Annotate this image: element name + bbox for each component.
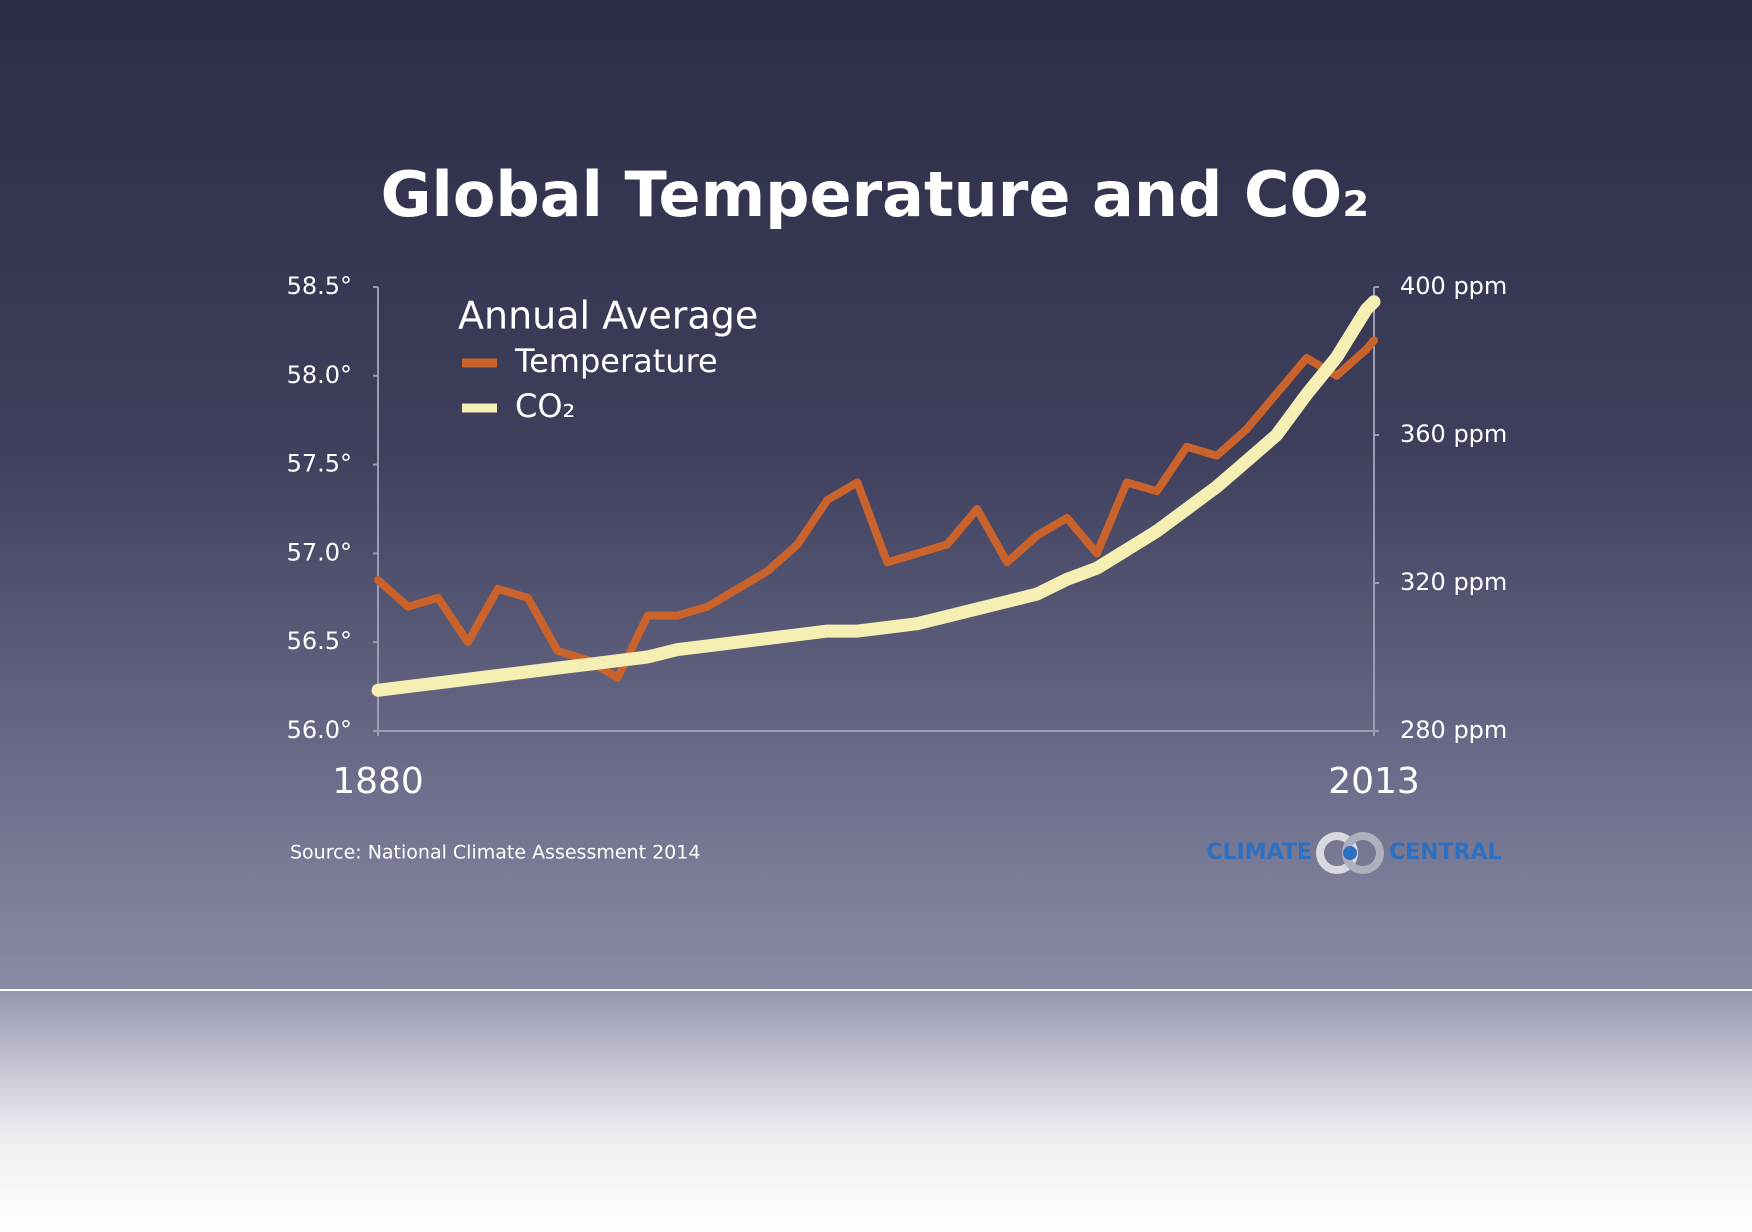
logo-text: CENTRAL [1389, 840, 1502, 865]
y-tick-label: 58.0° [287, 361, 352, 389]
x-tick-label: 1880 [332, 761, 424, 802]
background [0, 0, 1752, 990]
legend-title: Annual Average [458, 294, 758, 338]
series-line [371, 295, 1381, 697]
y-tick-label: 56.0° [287, 716, 352, 744]
y-tick-label: 57.5° [287, 450, 352, 478]
series-line [374, 336, 1378, 682]
legend-label: CO₂ [515, 387, 575, 425]
x-tick-label: 2013 [1328, 761, 1420, 802]
y-tick-label: 56.5° [287, 627, 352, 655]
reflection-fade [0, 990, 1752, 1232]
logo-text: CLIMATE [1206, 840, 1312, 865]
chart-title: Global Temperature and CO₂ [381, 158, 1370, 231]
y2-tick-label: 360 ppm [1400, 420, 1507, 448]
y-tick-label: 57.0° [287, 538, 352, 566]
y2-tick-label: 320 ppm [1400, 568, 1507, 596]
y2-tick-label: 280 ppm [1400, 716, 1507, 744]
y-tick-label: 58.5° [287, 272, 352, 300]
y2-tick-label: 400 ppm [1400, 272, 1507, 300]
legend-label: Temperature [514, 342, 718, 380]
source: Source: National Climate Assessment 2014 [290, 842, 700, 864]
logo-dot [1343, 846, 1357, 860]
